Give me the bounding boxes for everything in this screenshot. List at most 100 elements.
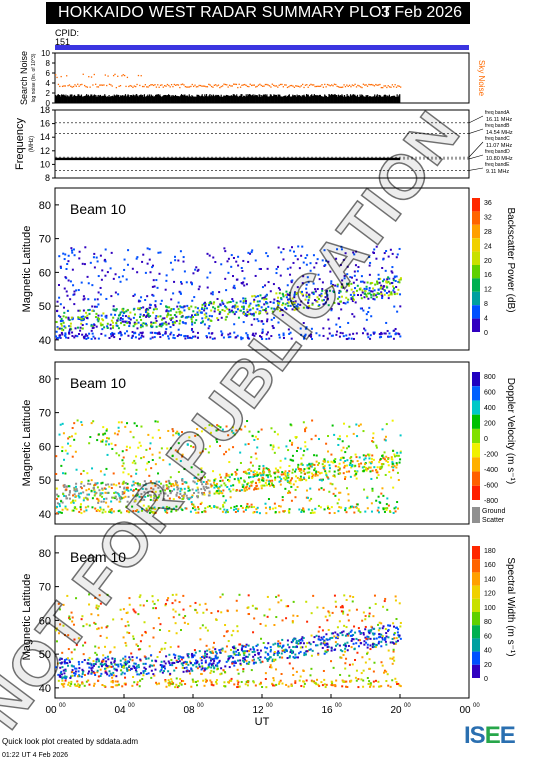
width-cell	[391, 641, 394, 644]
power-cell	[225, 289, 228, 292]
power-cell	[271, 310, 274, 313]
velocity-cell	[68, 493, 71, 496]
width-cell	[92, 660, 95, 663]
width-cell	[105, 671, 108, 674]
power-cell	[282, 295, 285, 298]
noise-bar	[267, 96, 269, 103]
velocity-cell	[143, 480, 146, 483]
velocity-beam-label: Beam 10	[70, 375, 126, 391]
velocity-cell	[101, 440, 104, 443]
sky-noise-point	[255, 86, 257, 88]
width-cell	[264, 646, 267, 649]
width-cell	[258, 683, 261, 686]
power-cell	[307, 281, 310, 284]
velocity-cell	[383, 451, 386, 454]
power-cell	[284, 306, 287, 309]
noise-bar	[90, 94, 92, 103]
sky-noise-point	[124, 74, 126, 77]
width-cell	[268, 657, 271, 660]
power-cell	[336, 330, 339, 333]
velocity-cell	[381, 487, 384, 490]
velocity-cell	[310, 465, 313, 468]
noise-bar	[259, 94, 261, 103]
power-cell	[136, 271, 139, 274]
power-cell	[223, 305, 226, 308]
width-cell	[293, 657, 296, 660]
width-cell	[184, 660, 187, 663]
noise-bar	[276, 96, 278, 103]
width-cell	[175, 666, 178, 669]
power-cell	[152, 311, 155, 314]
sky-noise-point	[380, 86, 382, 89]
velocity-cell	[196, 433, 199, 436]
velocity-cell	[65, 495, 68, 498]
width-cell	[354, 676, 357, 679]
velocity-cell	[366, 507, 369, 510]
width-cell	[71, 620, 74, 623]
power-cell	[62, 306, 65, 309]
width-cell	[178, 655, 181, 658]
width-cell	[345, 657, 348, 660]
width-cell	[183, 621, 186, 624]
width-cell	[175, 659, 178, 662]
velocity-cell	[162, 484, 165, 487]
power-cell	[380, 332, 383, 335]
velocity-cell	[144, 495, 147, 498]
power-cell	[201, 303, 204, 306]
power-cell	[204, 301, 207, 304]
width-cell	[245, 662, 248, 665]
power-cell	[260, 306, 263, 309]
velocity-cell	[61, 446, 64, 449]
power-cell	[155, 315, 158, 318]
power-cell	[108, 337, 111, 340]
noise-bar	[340, 95, 342, 103]
width-cell	[216, 656, 219, 659]
width-cell	[88, 593, 91, 596]
noise-bar	[160, 96, 162, 103]
sky-noise-point	[307, 86, 309, 88]
width-cell	[329, 637, 332, 640]
power-cell	[149, 306, 152, 309]
power-cell	[258, 312, 261, 315]
power-cell	[305, 294, 308, 297]
velocity-cell	[105, 501, 108, 504]
width-cell	[203, 669, 206, 672]
power-cell	[87, 282, 90, 285]
width-cell	[389, 641, 392, 644]
width-cell	[238, 653, 241, 656]
velocity-cell	[115, 452, 118, 455]
velocity-cell	[68, 435, 71, 438]
velocity-cell	[256, 438, 259, 441]
power-cell	[346, 337, 349, 340]
width-cell	[294, 680, 297, 683]
width-cell	[57, 602, 60, 605]
width-cell	[205, 667, 208, 670]
power-cell	[258, 267, 261, 270]
power-cell	[330, 334, 333, 337]
velocity-cell	[350, 456, 353, 459]
velocity-cell	[372, 441, 375, 444]
power-cell	[206, 276, 209, 279]
velocity-cell	[248, 430, 251, 433]
width-cell	[124, 625, 127, 628]
width-cell	[364, 625, 367, 628]
velocity-cell	[160, 447, 163, 450]
velocity-cell	[347, 493, 350, 496]
width-cell	[239, 643, 242, 646]
noise-bar	[230, 95, 232, 103]
velocity-cell	[57, 510, 60, 513]
width-cell	[291, 640, 294, 643]
power-cell	[345, 334, 348, 337]
width-cell	[163, 665, 166, 668]
velocity-cell	[311, 419, 314, 422]
width-cell	[381, 636, 384, 639]
velocity-cell	[248, 505, 251, 508]
velocity-cell	[339, 491, 342, 494]
width-cell	[387, 628, 390, 631]
noise-bar	[337, 96, 339, 103]
sky-noise-point	[317, 85, 319, 87]
noise-bar	[229, 95, 231, 103]
velocity-cell	[226, 511, 229, 514]
velocity-cell	[193, 477, 196, 480]
power-cell	[106, 271, 109, 274]
